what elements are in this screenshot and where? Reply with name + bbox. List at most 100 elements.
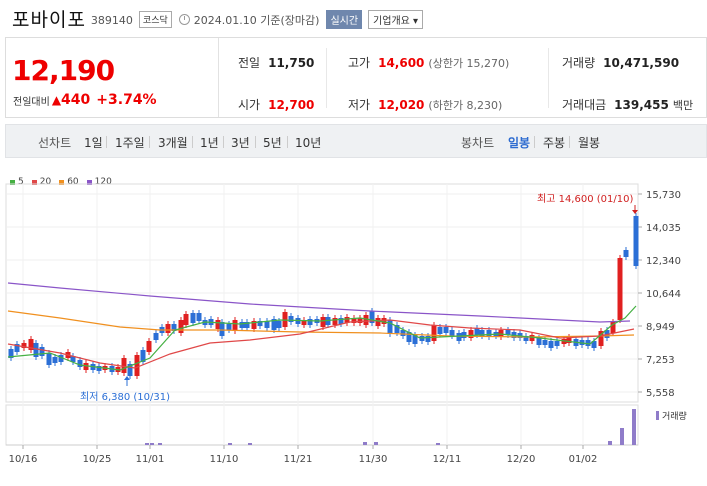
candle bbox=[140, 350, 146, 362]
volume-bar bbox=[436, 443, 440, 445]
y-tick-label: 7,253 bbox=[646, 355, 675, 366]
legend-ma60: 60 bbox=[59, 177, 79, 187]
candle bbox=[561, 339, 567, 344]
candle bbox=[617, 258, 623, 320]
candle bbox=[96, 366, 102, 371]
legend-ma5: 5 bbox=[10, 177, 24, 187]
period-3y[interactable]: 3년 bbox=[231, 136, 250, 150]
volume-bar bbox=[158, 443, 162, 445]
stock-code: 389140 bbox=[90, 13, 133, 27]
volume-bar bbox=[363, 442, 367, 445]
candle bbox=[456, 333, 462, 341]
current-price-box: 12,190 전일대비 ▲ 440 +3.74% bbox=[6, 38, 219, 117]
x-tick-label: 11/30 bbox=[359, 454, 388, 465]
volume-pane-frame bbox=[5, 404, 639, 446]
open-price: 시가 12,700 bbox=[238, 97, 315, 113]
high-price: 고가 14,600 (상한가 15,270) bbox=[348, 55, 510, 71]
corp-info-dropdown[interactable]: 기업개요 ▾ bbox=[368, 10, 424, 29]
candle bbox=[196, 313, 202, 321]
ma-legend: 5 20 60 120 bbox=[10, 177, 120, 187]
change-percent: +3.74% bbox=[96, 92, 157, 108]
volume-bar bbox=[248, 443, 252, 445]
candle bbox=[425, 336, 431, 342]
price-summary: 12,190 전일대비 ▲ 440 +3.74% 전일 11,750 고가 14… bbox=[5, 37, 707, 118]
candle bbox=[171, 324, 177, 331]
y-tick-label: 5,558 bbox=[646, 388, 675, 399]
candle bbox=[183, 314, 189, 325]
legend-ma20: 20 bbox=[31, 177, 51, 187]
y-tick-label: 12,340 bbox=[646, 256, 681, 267]
date-label: 2024.01.10 기준(장마감) bbox=[193, 13, 320, 27]
candle bbox=[351, 318, 357, 323]
candle bbox=[178, 320, 184, 333]
x-tick-label: 12/20 bbox=[507, 454, 536, 465]
ma5-line bbox=[7, 305, 637, 371]
candle bbox=[244, 322, 250, 328]
candle bbox=[633, 216, 639, 266]
candle bbox=[387, 320, 393, 334]
candle bbox=[52, 357, 58, 363]
period-10y[interactable]: 10년 bbox=[295, 136, 322, 150]
candle bbox=[232, 320, 238, 331]
realtime-button[interactable]: 실시간 bbox=[326, 10, 363, 29]
candle bbox=[307, 319, 313, 325]
candle bbox=[598, 331, 604, 346]
candle bbox=[623, 250, 629, 257]
candle bbox=[529, 335, 535, 341]
change-value: 440 bbox=[61, 92, 91, 108]
stock-name: 포바이포 bbox=[12, 8, 86, 31]
candle bbox=[215, 320, 221, 329]
volume-bar bbox=[145, 443, 149, 445]
candle bbox=[153, 333, 159, 340]
candle bbox=[479, 330, 485, 336]
candle bbox=[406, 332, 412, 342]
candle bbox=[357, 318, 363, 323]
volume-bar bbox=[608, 441, 612, 445]
period-1y[interactable]: 1년 bbox=[200, 136, 219, 150]
candle-daily[interactable]: 일봉 bbox=[508, 136, 531, 150]
period-3m[interactable]: 3개월 bbox=[158, 136, 188, 150]
candle bbox=[14, 344, 20, 352]
candle bbox=[70, 356, 76, 362]
candle-chart-title: 봉차트 bbox=[461, 136, 495, 150]
x-tick-label: 01/02 bbox=[569, 454, 598, 465]
candle bbox=[127, 364, 133, 376]
candle bbox=[83, 363, 89, 370]
quote-table: 전일 11,750 고가 14,600 (상한가 15,270) 거래량 10,… bbox=[220, 38, 706, 117]
candle bbox=[523, 336, 529, 341]
candle-chart[interactable]: 15,730 14,035 12,340 10,644 8,949 7,253 5,558 1… bbox=[0, 160, 707, 486]
candle bbox=[554, 341, 560, 346]
candle bbox=[375, 318, 381, 326]
candle bbox=[77, 360, 83, 367]
candle-weekly[interactable]: 주봉 bbox=[543, 136, 566, 150]
candle-monthly[interactable]: 월봉 bbox=[578, 136, 601, 150]
candle bbox=[39, 347, 45, 356]
candle bbox=[21, 343, 27, 348]
candle bbox=[239, 322, 245, 328]
candle bbox=[381, 318, 387, 324]
candle bbox=[58, 355, 64, 362]
candle bbox=[344, 317, 350, 323]
candle bbox=[33, 343, 39, 357]
candle bbox=[542, 340, 548, 345]
candle bbox=[449, 330, 455, 336]
candle bbox=[320, 317, 326, 327]
candle bbox=[134, 355, 140, 376]
candle bbox=[412, 335, 418, 344]
ma20-line bbox=[7, 319, 635, 369]
low-annotation: 최저 6,380 (10/31) bbox=[80, 392, 171, 403]
period-5y[interactable]: 5년 bbox=[263, 136, 282, 150]
trade-amount: 거래대금 139,455 백만 bbox=[562, 97, 694, 113]
line-chart-title: 선차트 bbox=[38, 136, 72, 150]
candle bbox=[338, 318, 344, 324]
low-price: 저가 12,020 (하한가 8,230) bbox=[348, 97, 503, 113]
clock-icon bbox=[178, 14, 190, 25]
prev-close: 전일 11,750 bbox=[238, 55, 315, 71]
period-1d[interactable]: 1일 bbox=[84, 136, 103, 150]
candle bbox=[276, 321, 282, 328]
period-1w[interactable]: 1주일 bbox=[115, 136, 145, 150]
low-arrow-head bbox=[124, 376, 130, 380]
candle bbox=[165, 324, 171, 333]
up-triangle-icon: ▲ bbox=[51, 93, 62, 107]
volume-bar bbox=[620, 428, 624, 445]
